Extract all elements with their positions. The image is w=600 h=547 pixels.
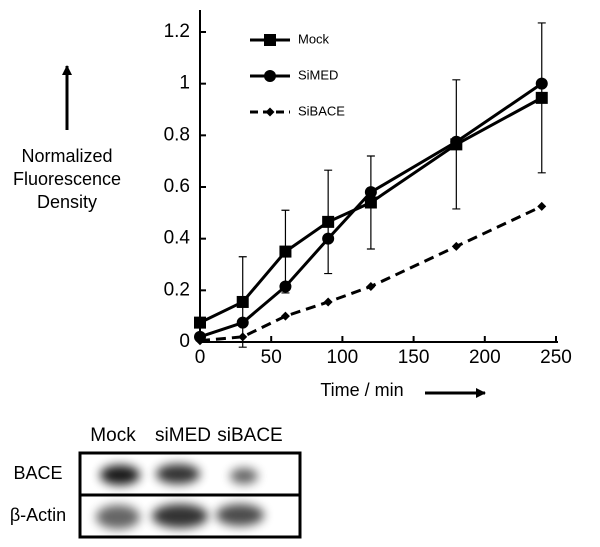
y-tick-label: 1 xyxy=(179,73,190,94)
y-axis-label: Density xyxy=(37,192,97,212)
plot: 0 0.2 0.4 0.6 0.8 1 1.2 0 50 100 150 200 250 Mock SiME… xyxy=(164,10,572,368)
marker xyxy=(279,245,292,258)
row-label: BACE xyxy=(13,463,62,483)
x-tick-label: 50 xyxy=(261,347,282,368)
marker xyxy=(364,186,377,199)
marker xyxy=(264,34,276,46)
y-tick-label: 1.2 xyxy=(164,21,190,42)
marker xyxy=(279,280,292,293)
legend-label: SiMED xyxy=(298,67,338,82)
marker xyxy=(535,77,548,90)
x-tick-label: 200 xyxy=(469,347,501,368)
y-tick-label: 0.8 xyxy=(164,124,190,145)
lane-label: siBACE xyxy=(217,425,282,446)
blot-band xyxy=(156,464,200,484)
marker xyxy=(322,215,335,228)
blot-band xyxy=(230,468,258,484)
marker xyxy=(280,311,290,321)
marker xyxy=(238,332,248,342)
x-axis-label: Time / min xyxy=(320,380,403,400)
marker xyxy=(364,196,377,209)
marker xyxy=(323,297,333,307)
marker xyxy=(322,232,335,245)
marker xyxy=(451,241,461,251)
lane-label: Mock xyxy=(90,425,136,446)
marker xyxy=(265,107,275,117)
y-tick-label: 0.4 xyxy=(164,228,191,249)
marker xyxy=(195,336,205,346)
y-tick-label: 0 xyxy=(179,331,190,352)
marker xyxy=(450,135,463,148)
blot-band xyxy=(100,465,140,485)
marker xyxy=(236,295,249,308)
legend-label: SiBACE xyxy=(298,103,345,118)
x-tick-label: 0 xyxy=(195,347,206,368)
x-tick-label: 250 xyxy=(540,347,572,368)
marker xyxy=(537,201,547,211)
x-tick-label: 150 xyxy=(398,347,430,368)
legend-label: Mock xyxy=(298,31,330,46)
y-axis-label: Normalized xyxy=(21,146,112,166)
blot-band xyxy=(216,504,264,526)
blot-band xyxy=(152,504,208,528)
blot-band xyxy=(96,505,140,529)
lane-label: siMED xyxy=(155,425,211,446)
marker xyxy=(535,91,548,104)
y-axis-label: Fluorescence xyxy=(13,169,121,189)
marker xyxy=(194,316,206,329)
y-tick-label: 0.6 xyxy=(164,176,190,197)
western-blot: Mock siMED siBACE BACE β-Actin xyxy=(10,425,302,539)
y-tick-label: 0.2 xyxy=(164,279,190,300)
x-tick-label: 100 xyxy=(327,347,359,368)
marker xyxy=(366,281,376,291)
row-label: β-Actin xyxy=(10,505,66,525)
marker xyxy=(264,70,276,82)
marker xyxy=(236,316,249,329)
